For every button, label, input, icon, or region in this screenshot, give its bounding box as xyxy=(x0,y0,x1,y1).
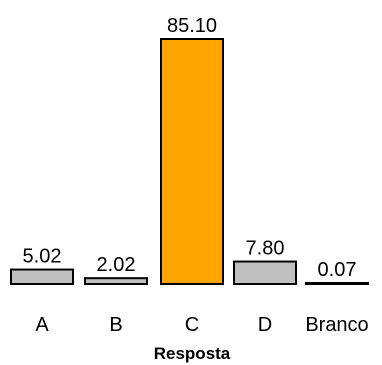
x-tick-label-d: D xyxy=(258,314,272,336)
value-label-d: 7.80 xyxy=(246,238,285,260)
value-labels-group: 5.02 2.02 85.10 7.80 0.07 xyxy=(23,15,357,281)
x-axis-title: Resposta xyxy=(154,344,231,363)
x-tick-label-a: A xyxy=(35,314,49,336)
bar-d xyxy=(233,260,297,286)
bars-group xyxy=(10,38,369,286)
bar-b xyxy=(84,277,148,285)
x-tick-labels-group: A B C D Branco xyxy=(35,314,368,336)
bar-c xyxy=(160,38,224,285)
x-tick-label-c: C xyxy=(185,314,199,336)
value-label-c: 85.10 xyxy=(167,15,217,37)
x-tick-label-branco: Branco xyxy=(305,314,368,336)
bar-branco xyxy=(305,282,369,285)
bar-a xyxy=(10,268,74,285)
value-label-a: 5.02 xyxy=(23,246,62,268)
value-label-branco: 0.07 xyxy=(318,259,357,281)
value-label-b: 2.02 xyxy=(97,254,136,276)
x-tick-label-b: B xyxy=(109,314,122,336)
